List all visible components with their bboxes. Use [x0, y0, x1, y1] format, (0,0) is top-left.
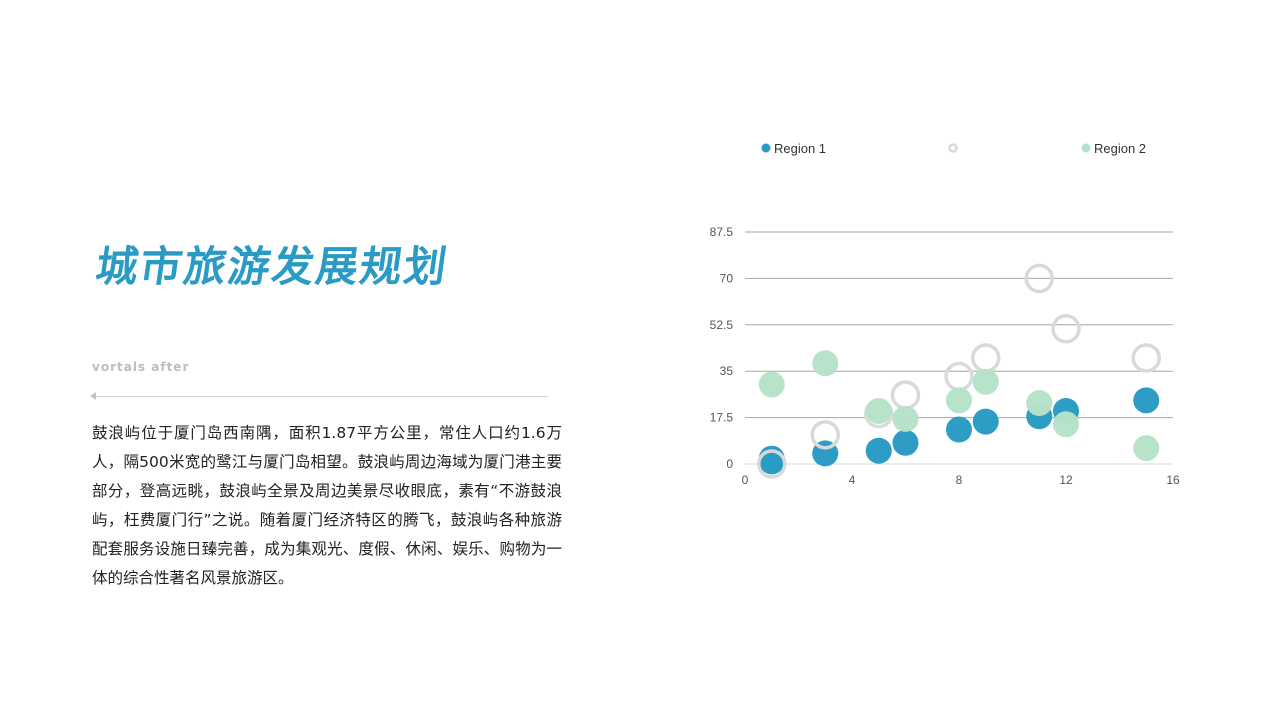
legend-marker [1081, 143, 1091, 153]
data-point [946, 387, 972, 414]
plot-area [757, 263, 1161, 479]
legend-label: Region 1 [774, 141, 826, 156]
x-tick-label: 16 [1166, 473, 1180, 487]
data-point [972, 368, 999, 395]
y-tick-label: 87.5 [710, 225, 734, 239]
x-tick-label: 12 [1059, 473, 1073, 487]
y-tick-label: 0 [726, 457, 733, 471]
x-tick-label: 8 [956, 473, 963, 487]
x-axis-ticks: 0 4 8 12 16 [742, 473, 1180, 487]
x-tick-label: 4 [849, 473, 856, 487]
data-point [758, 371, 785, 398]
slide-title: 城市旅游发展规划 [92, 242, 452, 291]
data-point [865, 437, 892, 464]
data-point [758, 448, 785, 475]
data-point [1053, 411, 1079, 438]
bubble-chart: Region 1 Region 2 0 17.5 35 52.5 70 87.5 0 4 8 12… [710, 141, 1180, 487]
data-point [892, 405, 919, 432]
slide-subtitle: vortals after [92, 360, 190, 374]
chart-legend: Region 1 Region 2 [761, 141, 1146, 156]
data-point [1026, 390, 1053, 417]
data-point [971, 343, 1001, 373]
x-tick-label: 0 [742, 473, 749, 487]
body-paragraph: 鼓浪屿位于厦门岛西南隅，面积1.87平方公里，常住人口约1.6万人，隔500米宽… [92, 424, 562, 587]
data-point [757, 449, 787, 479]
legend-marker [948, 143, 958, 153]
data-point [946, 416, 972, 443]
data-point [1051, 314, 1081, 344]
data-point [1131, 343, 1161, 373]
legend-marker [761, 143, 771, 153]
y-tick-label: 17.5 [710, 411, 734, 425]
data-point [972, 408, 999, 435]
data-point [1133, 387, 1160, 414]
data-point [810, 420, 840, 450]
data-point [812, 350, 839, 377]
y-tick-label: 52.5 [710, 318, 734, 332]
divider-arrow-icon [90, 392, 96, 400]
data-point [944, 361, 974, 392]
data-point [892, 429, 919, 456]
data-point [1133, 435, 1160, 462]
y-axis-ticks: 0 17.5 35 52.5 70 87.5 [710, 225, 734, 471]
data-point [890, 380, 921, 410]
y-tick-label: 70 [720, 271, 734, 285]
legend-label: Region 2 [1094, 141, 1146, 156]
divider-line [94, 396, 548, 397]
data-point [1024, 263, 1054, 294]
data-point [865, 397, 892, 424]
y-tick-label: 35 [720, 364, 734, 378]
